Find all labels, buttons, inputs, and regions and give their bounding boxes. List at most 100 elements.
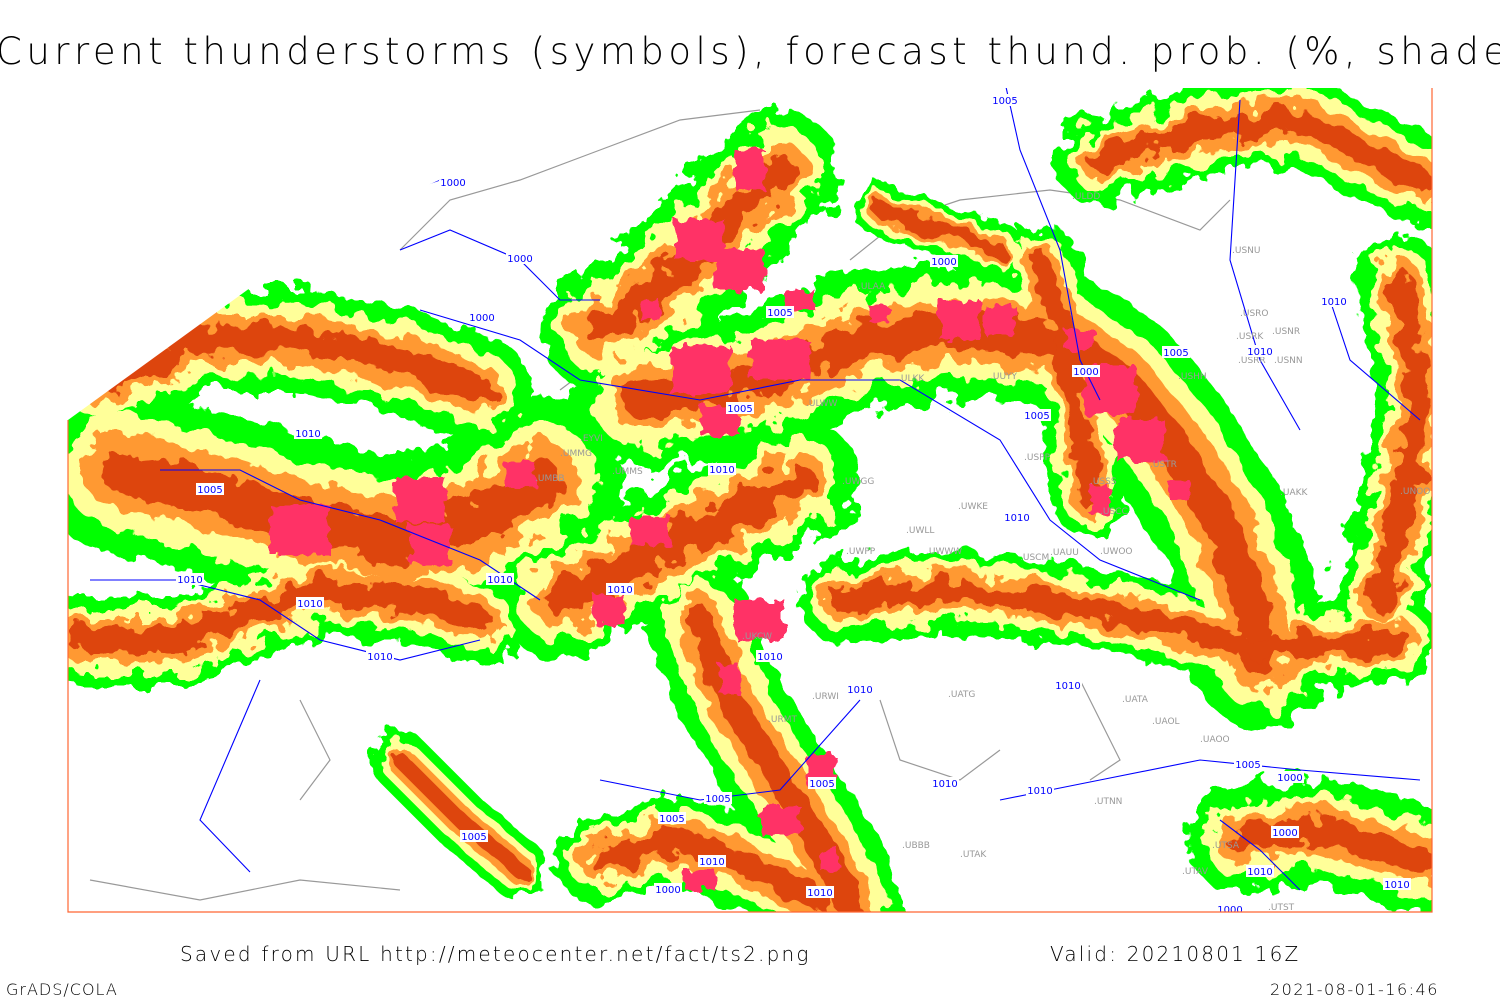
svg-text:1005: 1005 [659,814,684,825]
station-label: .USTR [1150,460,1177,470]
svg-text:1010: 1010 [607,585,632,596]
thunderstorm-symbol [395,477,445,523]
coastline [879,699,1001,781]
svg-text:1010: 1010 [1055,681,1080,692]
probability-band [829,579,1411,661]
probability-band [1368,268,1432,612]
svg-text:1000: 1000 [1073,367,1098,378]
isobar-label: 1010 [1026,784,1054,797]
probability-band [1226,816,1432,874]
isobar-label: 1005 [1162,346,1190,359]
station-label: .USHH [1178,372,1207,382]
probability-band [873,203,1007,257]
svg-text:1000: 1000 [931,257,956,268]
station-label: .UWOO [1100,547,1133,557]
station-label: .USNU [1232,246,1260,256]
isobar-label: 1005 [808,777,836,790]
station-label: .USCM [1020,553,1049,563]
svg-text:1010: 1010 [177,575,202,586]
svg-text:1005: 1005 [767,308,792,319]
station-label: .USRO [1240,309,1269,319]
svg-text:1005: 1005 [197,485,222,496]
isobar-label: 1010 [931,777,959,790]
isobar-label: 1000 [1216,903,1244,912]
thunderstorm-symbol [750,340,810,380]
isobar-label: 1010 [708,463,736,476]
isobar [160,469,541,601]
svg-text:1005: 1005 [1024,411,1049,422]
svg-text:1005: 1005 [992,96,1017,107]
svg-text:1010: 1010 [487,575,512,586]
station-label: .USPP [1024,453,1051,463]
isobar-label: 1005 [460,830,488,843]
map-frame [67,88,1433,913]
station-label: .USSS [1090,477,1117,487]
isobar [1219,819,1301,891]
svg-text:1010: 1010 [297,599,322,610]
svg-text:1010: 1010 [1321,297,1346,308]
isobar-label: 1005 [1234,758,1262,771]
thunderstorm-symbol [735,600,785,640]
isobar-label: 1005 [991,94,1019,107]
isobar-label: 1010 [806,886,834,899]
station-label: .UAOL [1152,717,1180,727]
isobar [599,699,861,801]
station-label: .UTSA [1212,841,1240,851]
station-labels: .ULDD .ULAA .UUYY .ULKK .ULWW .USNU .USRO .USRK… [535,192,1430,913]
station-label: .USNR [1272,327,1300,337]
probability-band [99,449,561,561]
svg-text:1005: 1005 [727,404,752,415]
isobar-label: 1010 [1246,345,1274,358]
svg-text:1005: 1005 [705,794,730,805]
isobar-label: 1000 [439,176,467,189]
station-label: .UWGG [842,477,874,487]
thunderstorm-symbol [720,665,740,695]
isobar-label: 1005 [196,483,224,496]
station-label: .UATG [948,690,975,700]
svg-text:1010: 1010 [1247,867,1272,878]
station-label: .UTST [1268,903,1295,913]
station-label: .UAUU [1050,548,1079,558]
svg-text:1000: 1000 [655,885,680,896]
svg-text:1010: 1010 [932,779,957,790]
station-label: .USRK [1236,332,1264,342]
station-label: .UWLL [906,526,934,536]
thunderstorm-symbol [760,805,800,835]
isobar-label: 1000 [930,255,958,268]
probability-band [86,326,494,404]
thunderstorm-symbol [940,300,980,340]
svg-text:1010: 1010 [295,429,320,440]
source-url-text: Saved from URL http://meteocenter.net/fa… [180,942,811,966]
probability-band [1030,250,1100,510]
isobar-label: 1010 [294,427,322,440]
station-label: .ULKK [898,374,925,384]
station-label: .USNN [1274,356,1303,366]
svg-text:1005: 1005 [1163,348,1188,359]
isobar-label: 1010 [756,650,784,663]
station-label: .USCC [1100,507,1128,517]
isobar-label: 1000 [506,252,534,265]
map-title: Current thunderstorms (symbols), forecas… [0,30,1500,73]
svg-text:1010: 1010 [1027,786,1052,797]
isobar-label: 1010 [1320,295,1348,308]
isobar-label: 1000 [468,311,496,324]
generated-timestamp: 2021-08-01-16:46 [1270,980,1439,999]
probability-band [68,578,492,652]
station-label: .UTAK [960,850,987,860]
thunderstorm-symbol [1065,330,1095,350]
isobar-label: 1000 [1072,365,1100,378]
probability-band [544,464,816,616]
isobar-label: 1000 [1271,826,1299,839]
station-label: .ULAA [858,282,886,292]
svg-text:1005: 1005 [461,832,486,843]
station-label: .UAKK [1280,488,1309,498]
station-label: .UBBB [902,841,930,851]
station-label: .UWWW [926,547,962,557]
isobar [199,679,261,873]
isobar [419,309,1201,601]
station-label: .UWKE [958,502,988,512]
software-credit: GrADS/COLA [6,980,118,999]
svg-text:1010: 1010 [367,652,392,663]
isobar [90,579,481,661]
